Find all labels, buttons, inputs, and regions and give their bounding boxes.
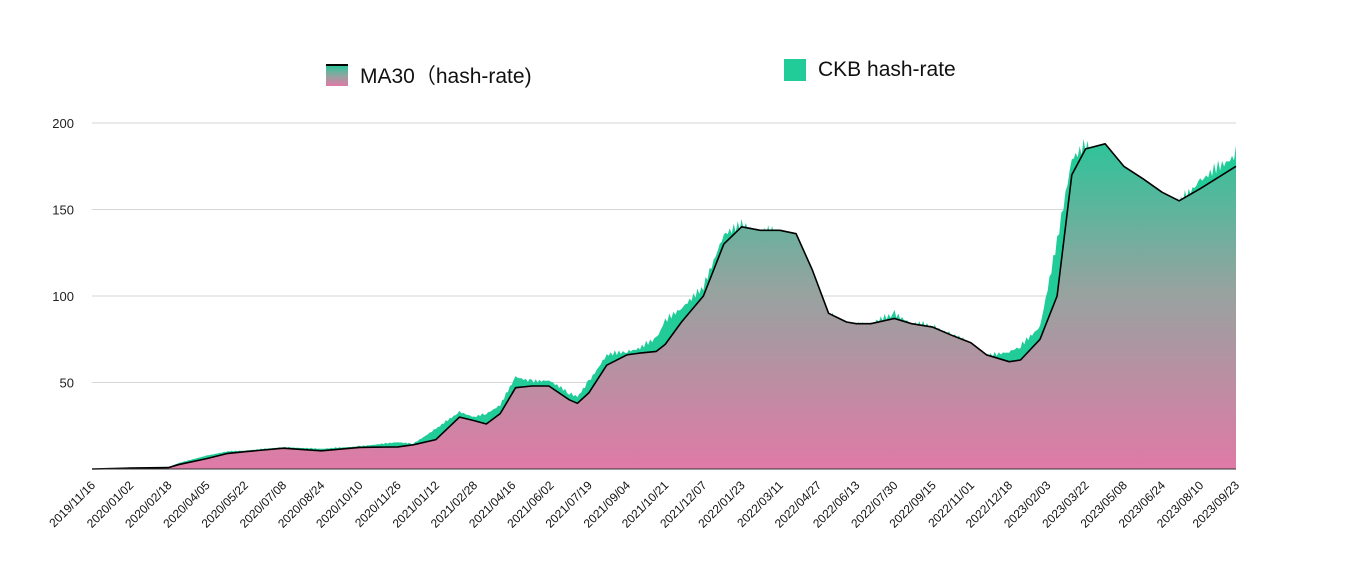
y-tick-label-100: 100 — [52, 289, 74, 304]
plot-area — [91, 138, 1237, 470]
legend-swatch-ma30 — [326, 64, 348, 86]
y-tick-label-200: 200 — [52, 116, 74, 131]
y-tick-label-50: 50 — [60, 376, 74, 391]
legend-label-ma30: MA30（hash-rate) — [360, 65, 532, 88]
legend-item-ckb-hash-rate[interactable]: CKB hash-rate — [784, 58, 956, 82]
legend-swatch-ckb-hash-rate — [784, 59, 806, 81]
series-area-ma30 — [92, 143, 1236, 470]
y-tick-label-150: 150 — [52, 203, 74, 218]
y-axis: 50 100 150 200 — [52, 116, 74, 391]
legend-item-ma30[interactable]: MA30（hash-rate) — [326, 60, 532, 90]
x-axis: 2019/11/162020/01/022020/02/182020/04/05… — [46, 478, 1242, 531]
series-line-ma30 — [91, 143, 1237, 470]
legend-label-ckb-hash-rate: CKB hash-rate — [818, 58, 956, 81]
